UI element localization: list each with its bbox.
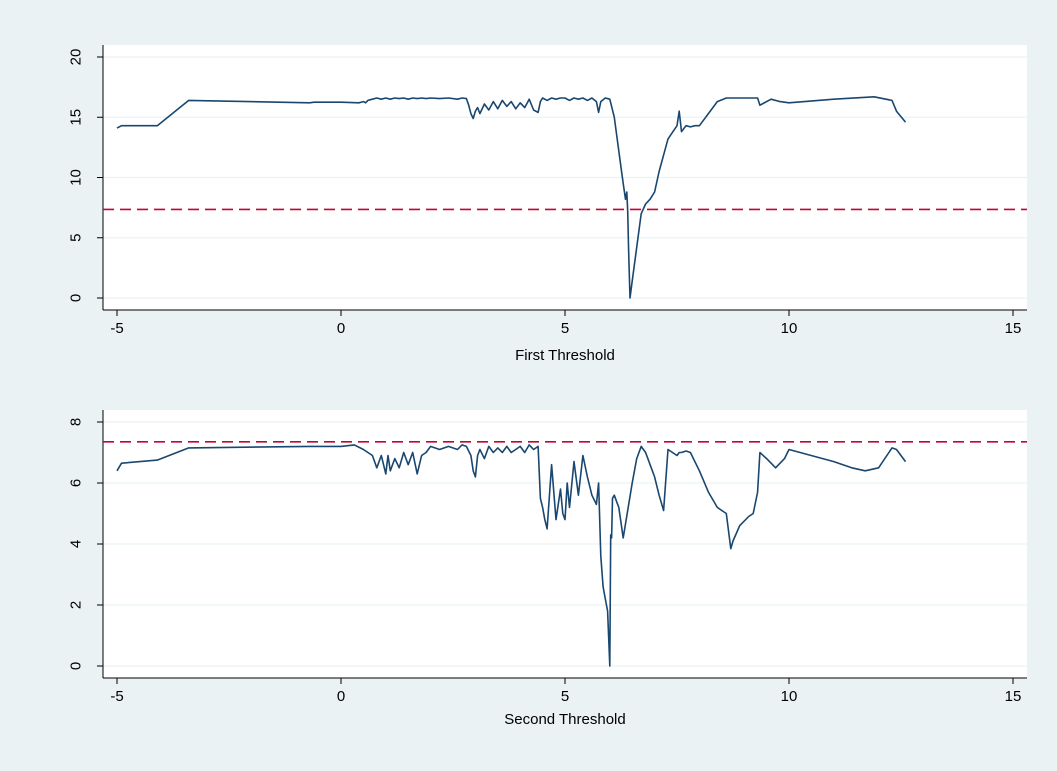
y-tick-label: 15 <box>68 109 85 126</box>
x-tick-label: -5 <box>110 320 123 337</box>
x-tick-label: 0 <box>337 320 345 337</box>
axes <box>97 45 1027 316</box>
x-tick-label: 15 <box>1005 320 1022 337</box>
x-tick-label: 15 <box>1005 688 1022 705</box>
chart-first-threshold: -5 0 5 10 15 0 5 10 15 20 First Threshold <box>68 45 1027 364</box>
x-tick-label: -5 <box>110 688 123 705</box>
tick-labels: -5 0 5 10 15 0 5 10 15 20 <box>68 49 1022 337</box>
y-tick-label: 10 <box>68 169 85 186</box>
series-layer <box>116 444 907 667</box>
grid <box>103 421 1027 667</box>
axes <box>97 410 1027 684</box>
y-tick-label: 0 <box>68 662 85 670</box>
x-tick-label: 5 <box>561 688 569 705</box>
x-tick-label: 5 <box>561 320 569 337</box>
chart-second-threshold: -5 0 5 10 15 0 2 4 6 8 Second Threshold <box>68 410 1027 728</box>
series-line <box>116 444 907 667</box>
series-line <box>116 96 907 299</box>
grid <box>103 56 1027 299</box>
y-tick-label: 0 <box>68 294 85 302</box>
x-axis-title: First Threshold <box>515 347 615 364</box>
y-tick-label: 8 <box>68 418 85 426</box>
x-axis-title: Second Threshold <box>504 711 625 728</box>
y-tick-label: 5 <box>68 234 85 242</box>
x-tick-label: 10 <box>781 320 798 337</box>
y-tick-label: 2 <box>68 601 85 609</box>
y-tick-label: 6 <box>68 479 85 487</box>
tick-labels: -5 0 5 10 15 0 2 4 6 8 <box>68 418 1022 705</box>
x-tick-label: 10 <box>781 688 798 705</box>
x-tick-label: 0 <box>337 688 345 705</box>
y-tick-label: 20 <box>68 49 85 66</box>
series-layer <box>116 96 907 299</box>
y-tick-label: 4 <box>68 540 85 548</box>
